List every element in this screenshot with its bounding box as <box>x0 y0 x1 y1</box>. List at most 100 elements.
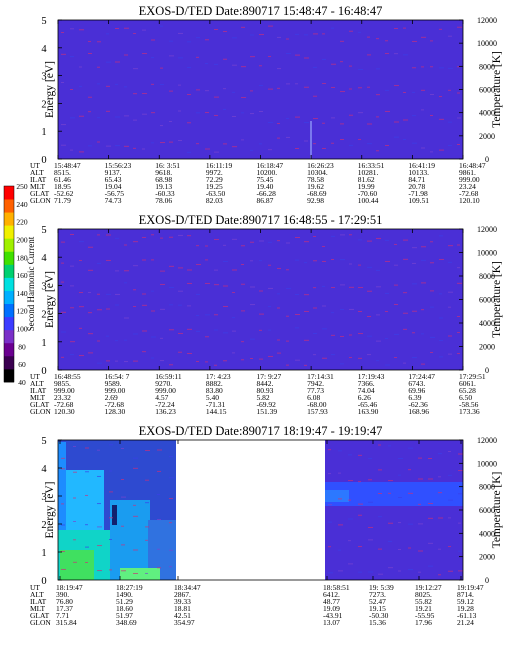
ephemeris-cell: 78.06 <box>155 196 172 205</box>
ephemeris-cell: 16:41:19 <box>408 161 435 170</box>
temperature-axis-label: Temperature [K] <box>491 51 503 128</box>
ephemeris-row-label: GLON <box>30 618 51 627</box>
ephemeris-row-label: UT <box>30 583 40 592</box>
energy-tick-label: 2 <box>41 99 46 110</box>
colorbar-tick-label: 220 <box>16 218 28 227</box>
ephemeris-cell: 144.15 <box>206 407 227 416</box>
ephemeris-cell: 16:26:23 <box>307 161 334 170</box>
colorbar-segment <box>4 290 14 304</box>
ephemeris-cell: 6743. <box>408 379 425 388</box>
colorbar-segment <box>4 329 14 344</box>
ephemeris-row-label: ALT <box>30 379 44 388</box>
ephemeris-cell: -71.98 <box>408 189 428 198</box>
heatmap-background <box>58 229 463 370</box>
temperature-tick-label: 4000 <box>479 319 495 328</box>
ephemeris-cell: 120.10 <box>459 196 480 205</box>
ephemeris-cell: -50.30 <box>369 611 389 620</box>
temperature-tick-label: 4000 <box>479 109 495 118</box>
ephemeris-cell: 51.97 <box>116 611 133 620</box>
ephemeris-cell: 9270. <box>155 379 172 388</box>
temperature-tick-label: 4000 <box>479 529 495 538</box>
ephemeris-row-label: UT <box>30 372 40 381</box>
temperature-tick-label: 12000 <box>477 225 497 234</box>
heatmap-band <box>60 550 94 580</box>
ephemeris-cell: 80.93 <box>257 386 274 395</box>
ephemeris-cell: 16:48:55 <box>54 372 81 381</box>
ephemeris-cell: 18.60 <box>116 604 133 613</box>
colorbar-tick-label: 240 <box>16 200 28 209</box>
ephemeris-cell: 109.51 <box>408 196 429 205</box>
ephemeris-cell: 19.13 <box>155 182 172 191</box>
ephemeris-cell: 75.45 <box>257 175 274 184</box>
ephemeris-cell: 8442. <box>257 379 274 388</box>
energy-axis-label: Energy [eV] <box>44 482 56 539</box>
ephemeris-cell: 9861. <box>459 168 476 177</box>
ephemeris-cell: 354.97 <box>174 618 195 627</box>
colorbar-segment <box>4 199 14 213</box>
ephemeris-cell: 17:19:43 <box>358 372 385 381</box>
ephemeris-cell: -52.62 <box>54 189 74 198</box>
ephemeris-cell: 19.40 <box>257 182 274 191</box>
ephemeris-cell: -72.68 <box>105 400 125 409</box>
ephemeris-cell: 9855. <box>54 379 71 388</box>
energy-tick-label: 3 <box>41 492 46 503</box>
ephemeris-cell: 151.39 <box>257 407 278 416</box>
ephemeris-cell: 16:54: 7 <box>105 372 130 381</box>
ephemeris-cell: 48.77 <box>323 597 340 606</box>
temperature-tick-label: 8000 <box>479 62 495 71</box>
colorbar-segment <box>4 355 14 370</box>
ephemeris-cell: 20.78 <box>408 182 425 191</box>
ephemeris-cell: -61.13 <box>457 611 477 620</box>
ephemeris-cell: 5.82 <box>257 393 270 402</box>
ephemeris-cell: 19.28 <box>457 604 474 613</box>
ephemeris-cell: 999.00 <box>105 386 126 395</box>
colorbar-tick-label: 100 <box>16 325 28 334</box>
ephemeris-cell: 999.00 <box>54 386 75 395</box>
ephemeris-cell: 18.95 <box>54 182 71 191</box>
ephemeris-row-label: ILAT <box>30 386 47 395</box>
ephemeris-cell: 69.96 <box>408 386 425 395</box>
ephemeris-cell: 4.57 <box>155 393 168 402</box>
energy-tick-label: 4 <box>41 464 47 475</box>
ephemeris-cell: -62.36 <box>408 400 428 409</box>
ephemeris-cell: 74.73 <box>105 196 122 205</box>
ephemeris-cell: 128.30 <box>105 407 126 416</box>
ephemeris-cell: 19:12:27 <box>415 583 442 592</box>
temperature-tick-label: 2000 <box>479 553 495 562</box>
energy-tick-label: 3 <box>41 281 46 292</box>
ephemeris-cell: 8714. <box>457 590 474 599</box>
ephemeris-cell: 83.80 <box>206 386 223 395</box>
colorbar-segment <box>4 212 14 226</box>
ephemeris-row-label: GLAT <box>30 611 50 620</box>
colorbar-tick-label: 250 <box>16 182 28 191</box>
colorbar-tick-label: 160 <box>16 271 28 280</box>
ephemeris-cell: -60.33 <box>155 189 175 198</box>
ephemeris-cell: -56.75 <box>105 189 125 198</box>
ephemeris-cell: 19.04 <box>105 182 122 191</box>
panel-title: EXOS-D/TED Date:890717 18:19:47 - 19:19:… <box>139 424 383 438</box>
ephemeris-cell: 120.30 <box>54 407 75 416</box>
ephemeris-cell: 52.47 <box>369 597 386 606</box>
ephemeris-cell: 18:34:47 <box>174 583 201 592</box>
energy-tick-label: 2 <box>41 520 46 531</box>
spectrogram-panel-2: UT 16:48:55 16:54: 7 16:59:11 17: 4:23 17: 9:… <box>30 213 503 416</box>
ephemeris-cell: -65.46 <box>358 400 378 409</box>
colorbar-tick-label: 120 <box>16 307 28 316</box>
temperature-tick-label: 0 <box>485 576 489 585</box>
ephemeris-cell: 78.58 <box>307 175 324 184</box>
temperature-tick-label: 0 <box>485 366 489 375</box>
ephemeris-cell: 8882. <box>206 379 223 388</box>
colorbar: 40 60 80 100 120 140 160 180 200 220 240 250 Second … <box>3 182 36 387</box>
ephemeris-cell: 2.69 <box>105 393 118 402</box>
temperature-tick-label: 6000 <box>479 296 495 305</box>
energy-tick-label: 0 <box>41 576 46 587</box>
temperature-tick-label: 12000 <box>477 16 497 25</box>
energy-tick-label: 5 <box>41 225 46 236</box>
ephemeris-cell: 8515. <box>54 168 71 177</box>
ephemeris-cell: 92.98 <box>307 196 324 205</box>
energy-tick-label: 0 <box>41 155 46 166</box>
energy-tick-label: 1 <box>41 127 46 138</box>
colorbar-segment <box>4 264 14 278</box>
energy-tick-label: 3 <box>41 72 46 83</box>
